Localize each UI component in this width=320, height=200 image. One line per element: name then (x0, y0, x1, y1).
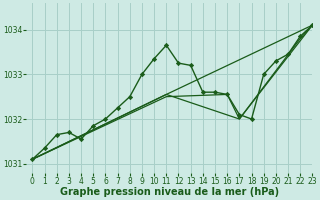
X-axis label: Graphe pression niveau de la mer (hPa): Graphe pression niveau de la mer (hPa) (60, 187, 279, 197)
